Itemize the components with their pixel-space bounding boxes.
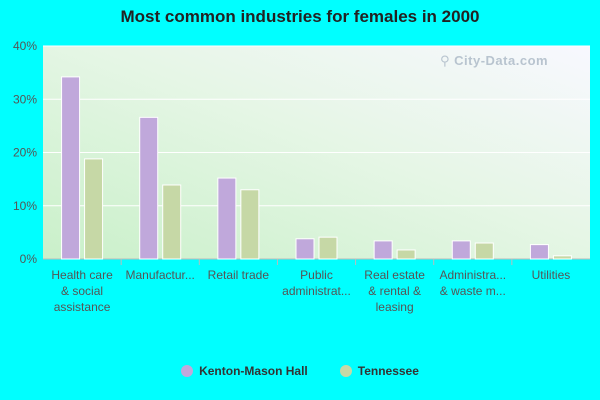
legend: Kenton-Mason Hall Tennessee [0, 364, 600, 378]
bar-tennessee [396, 249, 416, 260]
bar-tennessee [84, 158, 104, 260]
y-tick-label: 20% [13, 146, 37, 160]
watermark-icon: ⚲ [440, 53, 451, 68]
bar-tennessee [474, 242, 494, 260]
legend-label-tennessee: Tennessee [357, 364, 419, 378]
bar-tennessee [240, 189, 260, 260]
x-tick-label: Administra... & waste m... [439, 268, 506, 298]
watermark: ⚲ City-Data.com [440, 53, 548, 69]
y-tick-label: 30% [13, 92, 37, 106]
legend-item-kenton-mason-hall: Kenton-Mason Hall [181, 364, 308, 378]
legend-item-tennessee: Tennessee [339, 364, 419, 378]
x-tick-label: Retail trade [208, 268, 270, 282]
x-tick-label: Public administrat... [282, 268, 351, 298]
x-tick-label: Health care & social assistance [51, 268, 113, 314]
bar-tennessee [318, 236, 338, 260]
bar-kenton-mason-hall [373, 240, 393, 260]
chart-title: Most common industries for females in 20… [120, 7, 480, 26]
y-tick-label: 40% [13, 39, 37, 53]
bar-kenton-mason-hall [217, 177, 237, 260]
y-tick-label: 10% [13, 199, 37, 213]
bar-kenton-mason-hall [139, 116, 159, 260]
bar-kenton-mason-hall [529, 244, 549, 260]
bar-kenton-mason-hall [295, 238, 315, 260]
y-tick-label: 0% [20, 252, 38, 266]
x-tick-label: Real estate & rental & leasing [364, 268, 425, 314]
legend-swatch-kenton-mason-hall [181, 365, 194, 377]
bar-tennessee [552, 255, 572, 260]
bar-kenton-mason-hall [61, 76, 81, 260]
watermark-text: City-Data.com [454, 53, 549, 68]
bar-tennessee [162, 184, 182, 260]
x-tick-label: Manufactur... [126, 268, 195, 282]
legend-swatch-tennessee [339, 365, 352, 377]
x-tick-label: Utilities [532, 268, 571, 282]
bar-kenton-mason-hall [451, 240, 471, 260]
legend-label-kenton-mason-hall: Kenton-Mason Hall [199, 364, 308, 378]
